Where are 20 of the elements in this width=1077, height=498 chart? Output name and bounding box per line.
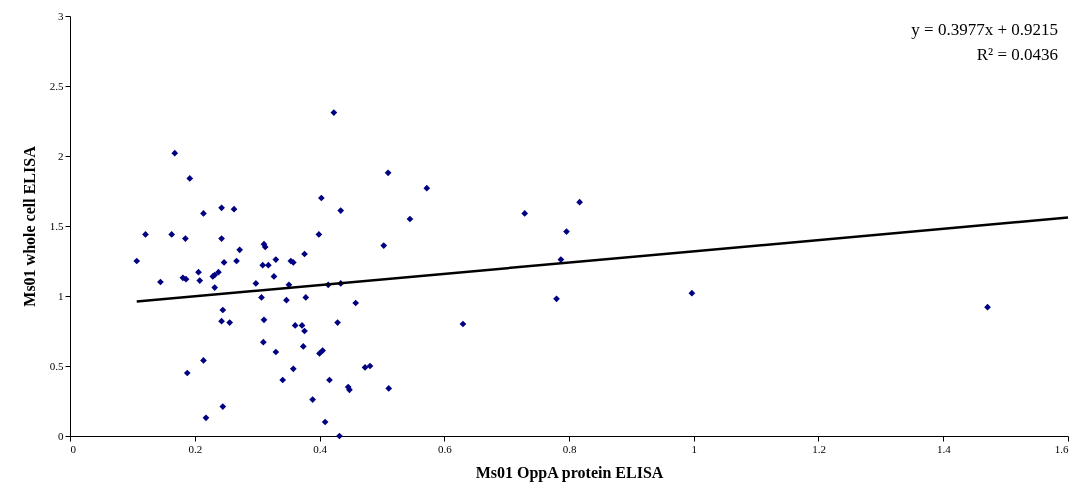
x-tick-label: 0.6 bbox=[437, 442, 453, 455]
x-tick-label: 0.4 bbox=[313, 442, 328, 455]
x-tick-label: 1.4 bbox=[936, 442, 952, 455]
x-tick-label: 0 bbox=[70, 442, 77, 455]
x-tick-label: 1.2 bbox=[812, 442, 826, 455]
y-tick-label: 3 bbox=[58, 9, 64, 22]
x-tick-label: 0.2 bbox=[188, 442, 203, 455]
y-tick-label: 1 bbox=[58, 289, 64, 302]
x-tick-label: 0.8 bbox=[562, 442, 577, 455]
y-tick-label: 2.5 bbox=[49, 79, 64, 92]
y-axis-title: Ms01 whole cell ELISA bbox=[20, 145, 38, 307]
y-tick-label: 2 bbox=[58, 149, 64, 162]
annotation: R² = 0.0436 bbox=[976, 45, 1058, 64]
annotation: y = 0.3977x + 0.9215 bbox=[911, 20, 1058, 39]
x-tick-label: 1 bbox=[691, 442, 697, 455]
y-tick-label: 1.5 bbox=[49, 219, 64, 232]
y-tick-label: 0 bbox=[58, 429, 64, 442]
x-axis-title: Ms01 OppA protein ELISA bbox=[475, 463, 664, 482]
x-tick-label: 1.6 bbox=[1054, 442, 1069, 455]
y-tick-label: 0.5 bbox=[49, 359, 64, 372]
